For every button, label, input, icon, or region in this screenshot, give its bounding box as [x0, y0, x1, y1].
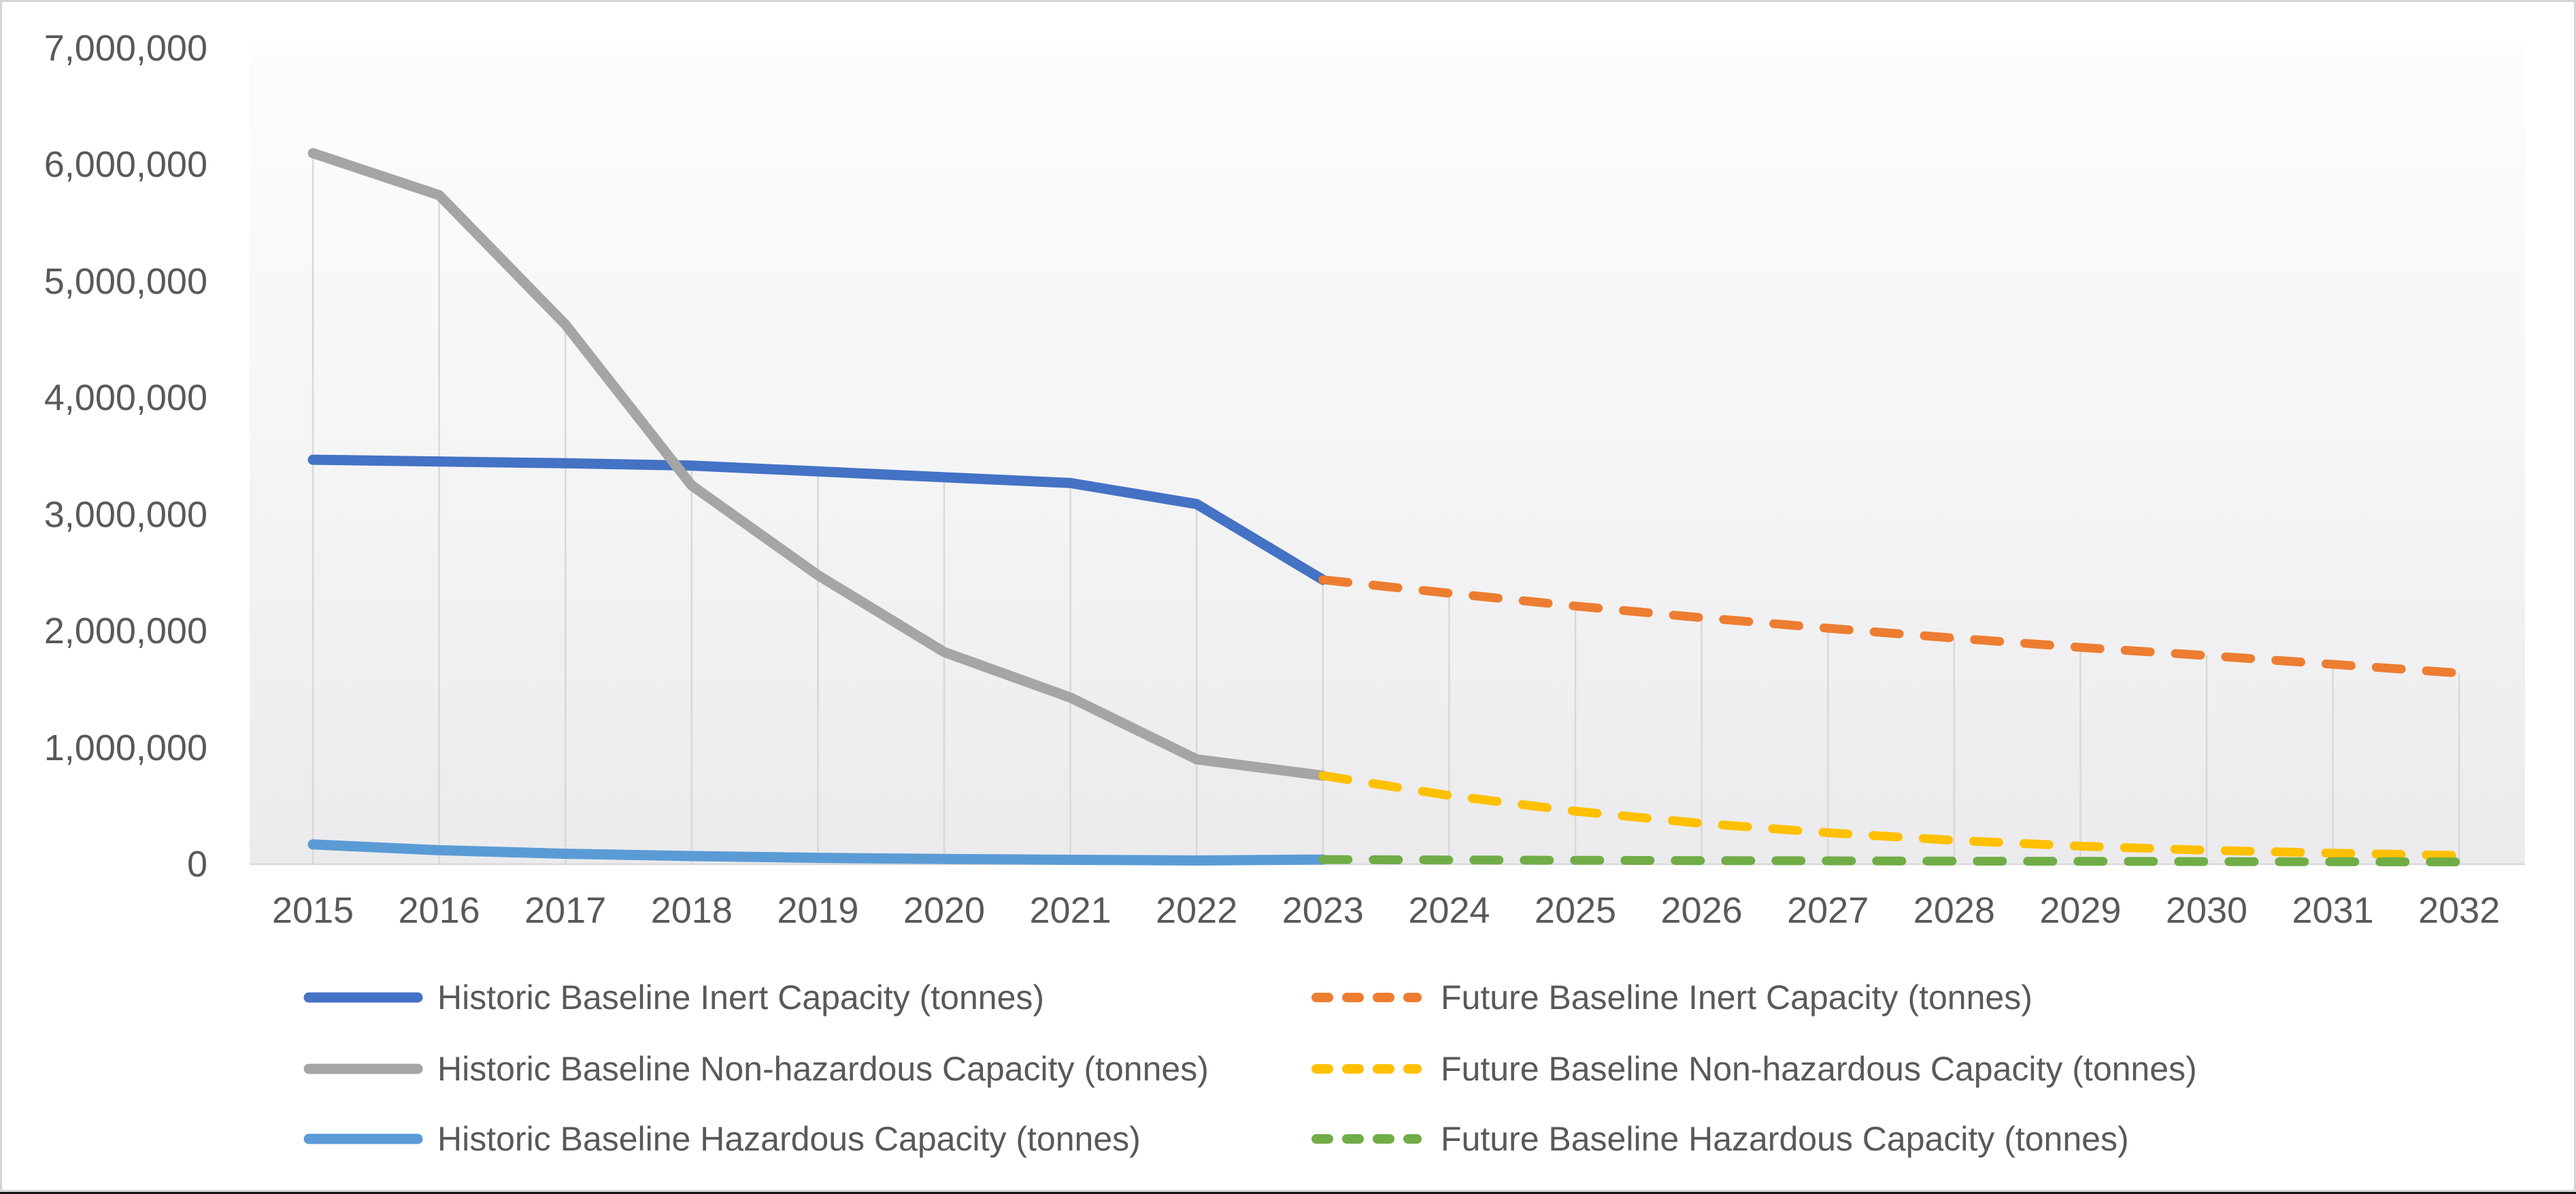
x-tick-label: 2018	[650, 890, 733, 931]
x-tick-label: 2023	[1282, 890, 1364, 931]
legend-swatch-dashed-icon	[1311, 993, 1422, 1002]
series-line-historic-non-hazardous	[307, 148, 1328, 781]
x-tick-label: 2021	[1029, 890, 1111, 931]
x-tick-label: 2025	[1534, 890, 1617, 931]
x-tick-label: 2032	[2418, 890, 2500, 931]
y-tick-label: 7,000,000	[44, 28, 207, 69]
x-tick-label: 2026	[1660, 890, 1743, 931]
x-tick-label: 2017	[524, 890, 607, 931]
series-line-historic-inert	[307, 454, 1328, 585]
legend-item-future-inert: Future Baseline Inert Capacity (tonnes)	[1306, 979, 2033, 1016]
y-tick-label: 5,000,000	[44, 260, 207, 302]
x-tick-label: 2030	[2165, 890, 2248, 931]
series-line-historic-hazardous	[307, 839, 1328, 866]
x-tick-label: 2031	[2292, 890, 2374, 931]
y-tick-label: 1,000,000	[44, 727, 207, 768]
legend-item-historic-hazardous: Historic Baseline Hazardous Capacity (to…	[303, 1121, 1141, 1157]
y-tick-label: 3,000,000	[44, 494, 207, 535]
legend-item-future-hazardous: Future Baseline Hazardous Capacity (tonn…	[1306, 1121, 2129, 1157]
legend-swatch-dashed-icon	[1311, 1134, 1422, 1144]
y-tick-label: 4,000,000	[44, 377, 207, 419]
y-tick-label: 0	[186, 844, 207, 885]
x-tick-label: 2019	[777, 890, 859, 931]
legend-label: Historic Baseline Inert Capacity (tonnes…	[437, 978, 1045, 1017]
bottom-border	[0, 1192, 2576, 1194]
legend-label: Future Baseline Hazardous Capacity (tonn…	[1441, 1120, 2129, 1158]
x-tick-label: 2020	[903, 890, 986, 931]
series-line-future-inert	[1318, 575, 2464, 678]
legend-label: Historic Baseline Hazardous Capacity (to…	[437, 1120, 1141, 1158]
legend-swatch-solid-icon	[303, 992, 423, 1003]
legend-swatch-solid-icon	[303, 1063, 423, 1074]
legend-swatch-solid-icon	[303, 1133, 423, 1144]
x-tick-label: 2027	[1787, 890, 1869, 931]
x-tick-label: 2028	[1913, 890, 1995, 931]
y-tick-label: 2,000,000	[44, 611, 207, 652]
x-tick-label: 2016	[398, 890, 480, 931]
x-tick-label: 2024	[1408, 890, 1490, 931]
legend-item-historic-non-hazardous: Historic Baseline Non-hazardous Capacity…	[303, 1051, 1209, 1087]
legend-item-future-non-hazardous: Future Baseline Non-hazardous Capacity (…	[1306, 1051, 2197, 1087]
legend-label: Future Baseline Inert Capacity (tonnes)	[1441, 978, 2033, 1017]
series-line-future-hazardous	[1318, 855, 2464, 867]
legend-item-historic-inert: Historic Baseline Inert Capacity (tonnes…	[303, 979, 1044, 1016]
x-tick-label: 2022	[1156, 890, 1238, 931]
plot-area	[250, 43, 2525, 864]
legend-label: Historic Baseline Non-hazardous Capacity…	[437, 1050, 1209, 1088]
x-tick-label: 2029	[2039, 890, 2122, 931]
series-line-future-non-hazardous	[1318, 771, 2464, 860]
y-tick-label: 6,000,000	[44, 144, 207, 186]
legend-swatch-dashed-icon	[1311, 1064, 1422, 1074]
legend-label: Future Baseline Non-hazardous Capacity (…	[1441, 1050, 2197, 1088]
x-tick-label: 2015	[271, 890, 354, 931]
